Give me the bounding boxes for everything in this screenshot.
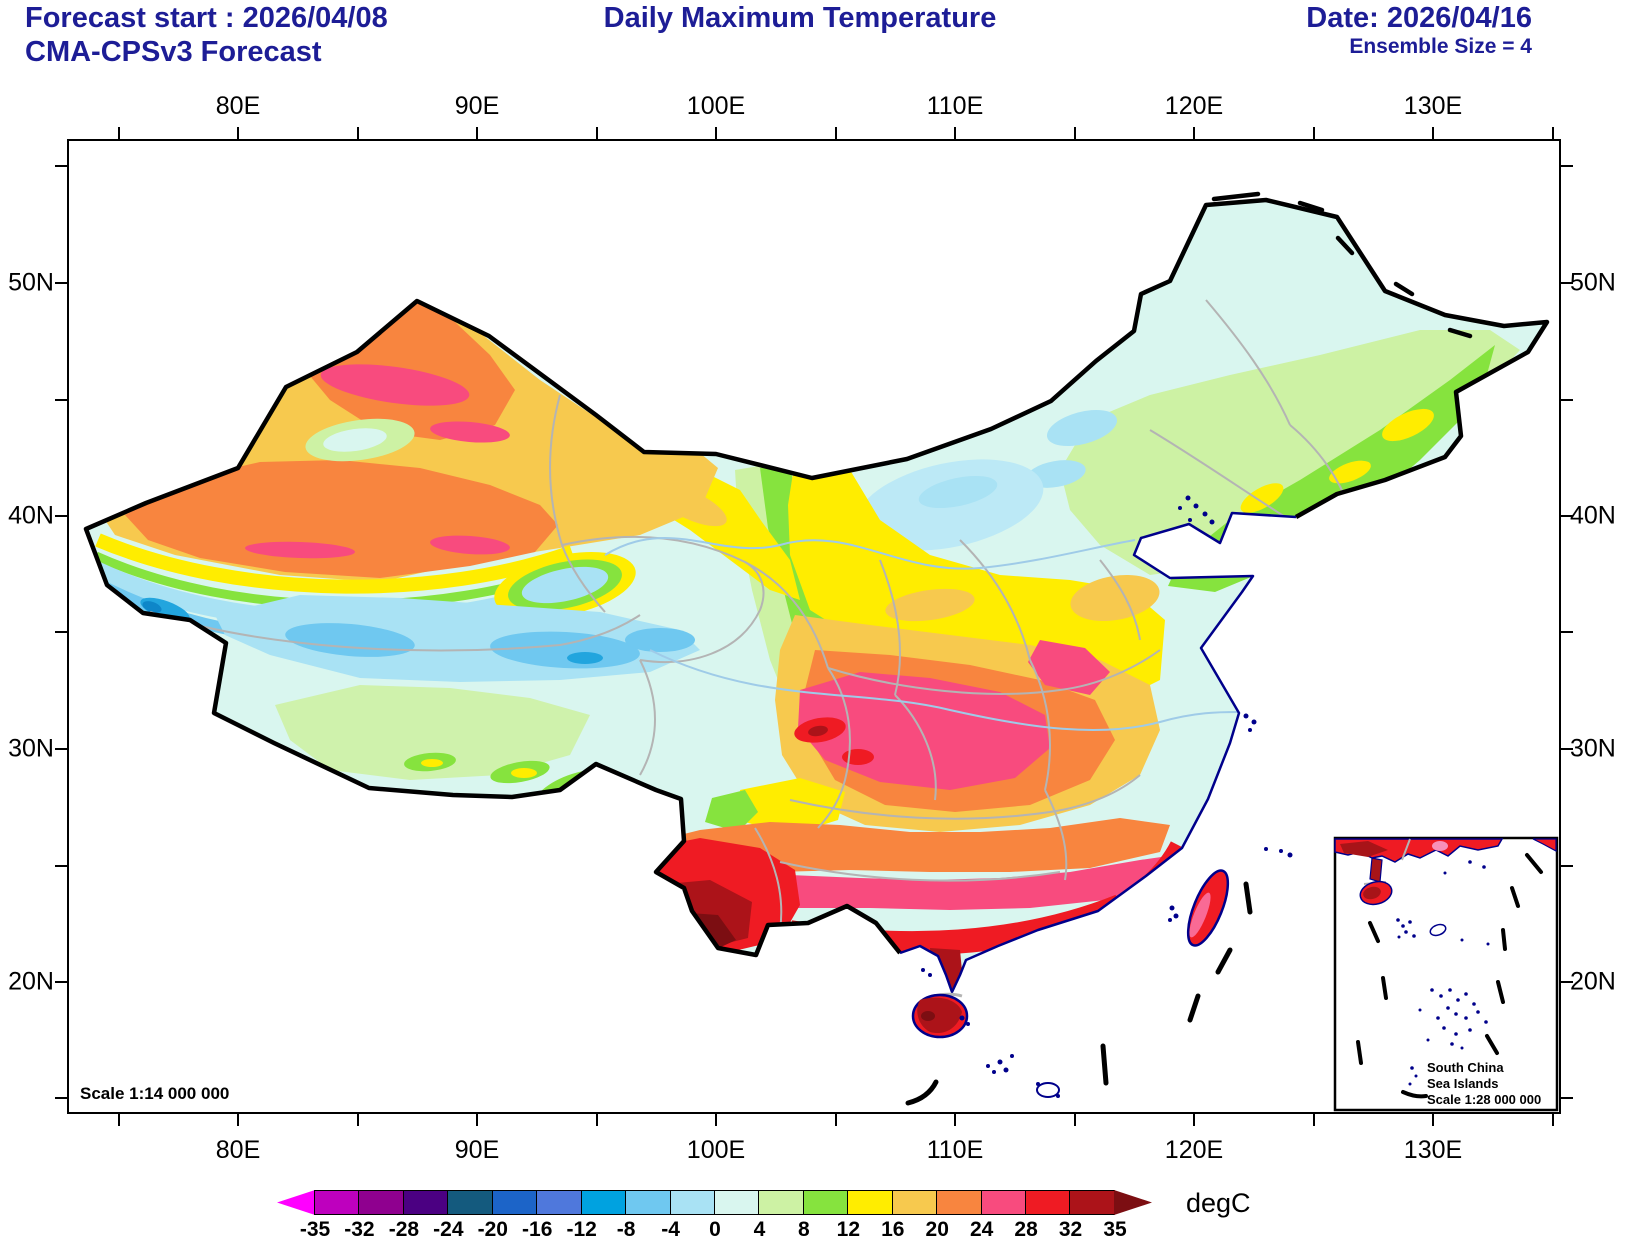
forecast-start-label: Forecast start : 2026/04/08 (25, 2, 388, 34)
colorbar-tick-label: 20 (925, 1218, 949, 1241)
colorbar-cell (1069, 1190, 1115, 1215)
coastline (899, 511, 1297, 994)
colorbar-tick-label: 32 (1058, 1218, 1083, 1241)
colorbar-tick-label: -32 (344, 1218, 375, 1241)
lat-label-right: 20N (1570, 967, 1616, 996)
hainan-island (911, 992, 969, 1039)
lon-label-bottom: 100E (686, 1136, 746, 1164)
lon-label-bottom: 130E (1403, 1136, 1463, 1164)
colorbar-tick-label: 4 (753, 1218, 766, 1241)
colorbar-tick-label: 0 (709, 1218, 721, 1241)
colorbar-cell (580, 1190, 627, 1215)
valid-date-label: Date: 2026/04/16 (1306, 2, 1532, 34)
colorbar-tick-label: -4 (661, 1218, 680, 1241)
colorbar-cell (625, 1190, 671, 1215)
colorbar-tick-label: -20 (477, 1218, 508, 1241)
lat-label-right: 50N (1570, 268, 1616, 297)
lat-label-right: 40N (1570, 501, 1616, 530)
colorbar-cell (758, 1190, 804, 1215)
lon-label-top: 80E (215, 92, 261, 120)
inset-caption-line1: South China (1427, 1060, 1504, 1075)
model-label: CMA-CPSv3 Forecast (25, 36, 322, 68)
lon-label-top: 120E (1164, 92, 1224, 120)
colorbar-cell (847, 1190, 893, 1215)
lat-label-right: 30N (1570, 734, 1616, 763)
taiwan-island (1186, 869, 1230, 947)
colorbar-cell (402, 1190, 449, 1215)
colorbar-cell (491, 1190, 538, 1215)
lon-label-bottom: 90E (454, 1136, 500, 1164)
colorbar-cells (314, 1190, 1115, 1215)
colorbar-cell (536, 1190, 582, 1215)
island-dots (921, 495, 1293, 1098)
lon-label-top: 100E (686, 92, 746, 120)
colorbar-cell (358, 1190, 404, 1215)
inset-island-dots (1396, 860, 1490, 1086)
south-china-sea-inset (1333, 836, 1559, 1112)
lon-label-top: 130E (1403, 92, 1463, 120)
colorbar-tick-label: 12 (836, 1218, 861, 1241)
lat-label-left: 30N (8, 734, 54, 763)
colorbar-tick-label: 35 (1103, 1218, 1127, 1241)
colorbar-cell (891, 1190, 938, 1215)
atoll-outline (1036, 1082, 1060, 1098)
colorbar-tick-label: -12 (566, 1218, 597, 1241)
lat-label-left: 20N (8, 967, 54, 996)
colorbar-tick-label: 8 (798, 1218, 810, 1241)
inset-caption-line3: Scale 1:28 000 000 (1427, 1092, 1542, 1107)
lon-label-bottom: 120E (1164, 1136, 1224, 1164)
ensemble-size-label: Ensemble Size = 4 (1349, 35, 1532, 58)
lon-label-bottom: 110E (926, 1136, 984, 1164)
colorbar-cell (980, 1190, 1026, 1215)
colorbar-tick-label: 24 (969, 1218, 994, 1241)
lon-label-top: 90E (454, 92, 500, 120)
colorbar-cell (1025, 1190, 1071, 1215)
axis-ticks (55, 127, 1573, 1126)
colorbar-tick-label: 28 (1014, 1218, 1038, 1241)
colorbar-cell (936, 1190, 982, 1215)
lat-label-left: 40N (8, 501, 54, 530)
colorbar-tick-label: -16 (522, 1218, 553, 1241)
lon-label-bottom: 80E (215, 1136, 261, 1164)
colorbar-tick-label: -35 (299, 1218, 331, 1241)
colorbar-tick-label: -8 (616, 1218, 636, 1241)
lat-label-left: 50N (8, 268, 54, 297)
colorbar-units-label: degC (1186, 1188, 1251, 1218)
inset-caption-line2: Sea Islands (1427, 1076, 1499, 1091)
colorbar-tick-label: -28 (388, 1218, 420, 1241)
dashed-boundaries (905, 191, 1473, 1106)
colorbar-cell (314, 1190, 360, 1215)
colorbar-cell (713, 1190, 760, 1215)
china-border (83, 197, 1550, 958)
map-scale-label: Scale 1:14 000 000 (80, 1084, 230, 1103)
inset-caption: South China Sea Islands Scale 1:28 000 0… (1427, 1060, 1541, 1108)
lon-label-top: 110E (926, 92, 984, 120)
colorbar-cell (802, 1190, 849, 1215)
colorbar-tick-label: 16 (881, 1218, 905, 1241)
colorbar-ticks: -35 -32 -28 -24 -20 -16 -12 -8 -4 0 4 8 12 16 20 24 28 32… (300, 1218, 1127, 1241)
page-title: Daily Maximum Temperature (603, 2, 997, 34)
colorbar-tick-label: -24 (433, 1218, 464, 1241)
colorbar-cell (669, 1190, 715, 1215)
colorbar-cell (447, 1190, 493, 1215)
